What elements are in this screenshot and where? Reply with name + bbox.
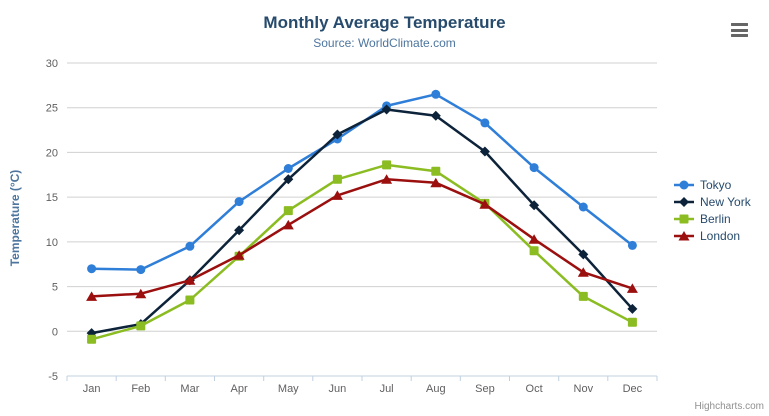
berlin-series-marker <box>673 213 695 225</box>
data-point-marker <box>679 214 689 223</box>
data-point-marker[interactable] <box>529 163 539 173</box>
legend-label: New York <box>700 194 751 209</box>
data-point-marker[interactable] <box>331 190 343 200</box>
data-point-marker[interactable] <box>136 265 146 275</box>
series-line <box>90 93 634 271</box>
chart-title: Monthly Average Temperature <box>263 13 506 32</box>
x-axis <box>66 375 658 381</box>
svg-text:20: 20 <box>46 147 58 159</box>
data-point-marker[interactable] <box>430 177 442 188</box>
data-point-marker[interactable] <box>479 199 491 209</box>
data-point-marker[interactable] <box>234 197 244 207</box>
svg-text:5: 5 <box>52 282 58 294</box>
data-point-marker[interactable] <box>578 291 588 301</box>
data-point-marker <box>679 180 689 189</box>
svg-text:Jun: Jun <box>329 383 347 395</box>
data-point-marker[interactable] <box>529 246 539 256</box>
data-point-marker[interactable] <box>185 241 195 251</box>
series-line <box>90 163 634 341</box>
data-point-marker[interactable] <box>233 250 245 260</box>
data-point-marker <box>679 196 689 207</box>
data-point-marker[interactable] <box>136 321 146 331</box>
series-tokyo <box>87 89 637 275</box>
legend: Tokyo New York Berlin London <box>673 176 751 244</box>
data-point-marker[interactable] <box>282 219 294 230</box>
data-point-marker[interactable] <box>578 202 588 212</box>
series-line <box>90 178 634 298</box>
data-point-marker[interactable] <box>431 89 441 99</box>
data-point-marker[interactable] <box>184 275 196 285</box>
legend-item-new-york[interactable]: New York <box>673 193 751 210</box>
data-point-marker[interactable] <box>332 129 343 140</box>
data-point-marker[interactable] <box>479 146 490 157</box>
y-gridlines <box>67 62 657 377</box>
svg-text:Jul: Jul <box>380 383 394 395</box>
data-point-marker[interactable] <box>627 240 637 250</box>
data-point-marker[interactable] <box>86 291 98 301</box>
data-point-marker[interactable] <box>283 174 294 185</box>
data-point-marker[interactable] <box>430 110 441 121</box>
svg-text:30: 30 <box>46 58 58 70</box>
svg-text:-5: -5 <box>48 371 58 383</box>
svg-text:Apr: Apr <box>231 383 248 395</box>
hamburger-icon <box>731 28 748 32</box>
legend-label: London <box>700 228 741 243</box>
svg-text:May: May <box>278 383 299 395</box>
svg-text:Oct: Oct <box>526 383 543 395</box>
x-axis-labels: Jan Feb Mar Apr May Jun Jul Aug Sep Oct Nov Dec <box>83 383 643 395</box>
svg-text:25: 25 <box>46 103 58 115</box>
data-point-marker[interactable] <box>578 249 589 260</box>
series-new-york <box>86 104 638 339</box>
y-axis-labels: 30 25 20 15 10 5 0 -5 <box>46 58 58 383</box>
svg-text:Aug: Aug <box>426 383 446 395</box>
data-point-marker[interactable] <box>283 206 293 216</box>
series-line <box>90 108 634 335</box>
legend-item-berlin[interactable]: Berlin <box>673 210 751 227</box>
svg-text:Mar: Mar <box>180 383 199 395</box>
data-point-marker[interactable] <box>381 174 393 184</box>
data-point-marker[interactable] <box>528 234 540 244</box>
data-point-marker[interactable] <box>135 288 147 299</box>
data-point-marker[interactable] <box>185 295 195 305</box>
data-point-marker[interactable] <box>627 303 638 314</box>
svg-text:10: 10 <box>46 237 58 249</box>
hamburger-icon <box>731 34 748 37</box>
data-point-marker[interactable] <box>627 317 637 327</box>
data-point-marker[interactable] <box>87 334 97 344</box>
legend-item-london[interactable]: London <box>673 227 751 244</box>
chart-subtitle: Source: WorldClimate.com <box>313 36 456 50</box>
series-london <box>86 174 638 301</box>
svg-text:15: 15 <box>46 192 58 204</box>
data-point-marker <box>678 230 690 240</box>
legend-item-tokyo[interactable]: Tokyo <box>673 176 751 193</box>
data-point-marker[interactable] <box>283 164 293 173</box>
data-point-marker[interactable] <box>480 118 490 128</box>
data-point-marker[interactable] <box>332 174 342 184</box>
data-point-marker[interactable] <box>382 160 392 170</box>
new-york-series-marker <box>673 196 695 208</box>
svg-text:Nov: Nov <box>574 383 594 395</box>
data-point-marker[interactable] <box>626 283 638 293</box>
data-point-marker[interactable] <box>577 267 589 277</box>
data-point-marker[interactable] <box>381 104 392 115</box>
data-point-marker[interactable] <box>431 166 441 176</box>
data-point-marker[interactable] <box>234 225 245 236</box>
london-series-marker <box>673 230 695 242</box>
hamburger-icon <box>731 23 748 26</box>
svg-text:Sep: Sep <box>475 383 495 395</box>
legend-label: Berlin <box>700 211 731 226</box>
svg-text:Feb: Feb <box>131 383 150 395</box>
data-point-marker[interactable] <box>87 264 97 274</box>
svg-text:Dec: Dec <box>623 383 643 395</box>
svg-text:0: 0 <box>52 326 58 338</box>
credits-link[interactable]: Highcharts.com <box>694 401 764 412</box>
context-menu-button[interactable] <box>728 19 752 41</box>
tokyo-series-marker <box>673 179 695 191</box>
svg-text:Jan: Jan <box>83 383 101 395</box>
legend-label: Tokyo <box>700 177 732 192</box>
data-point-marker[interactable] <box>529 200 540 211</box>
